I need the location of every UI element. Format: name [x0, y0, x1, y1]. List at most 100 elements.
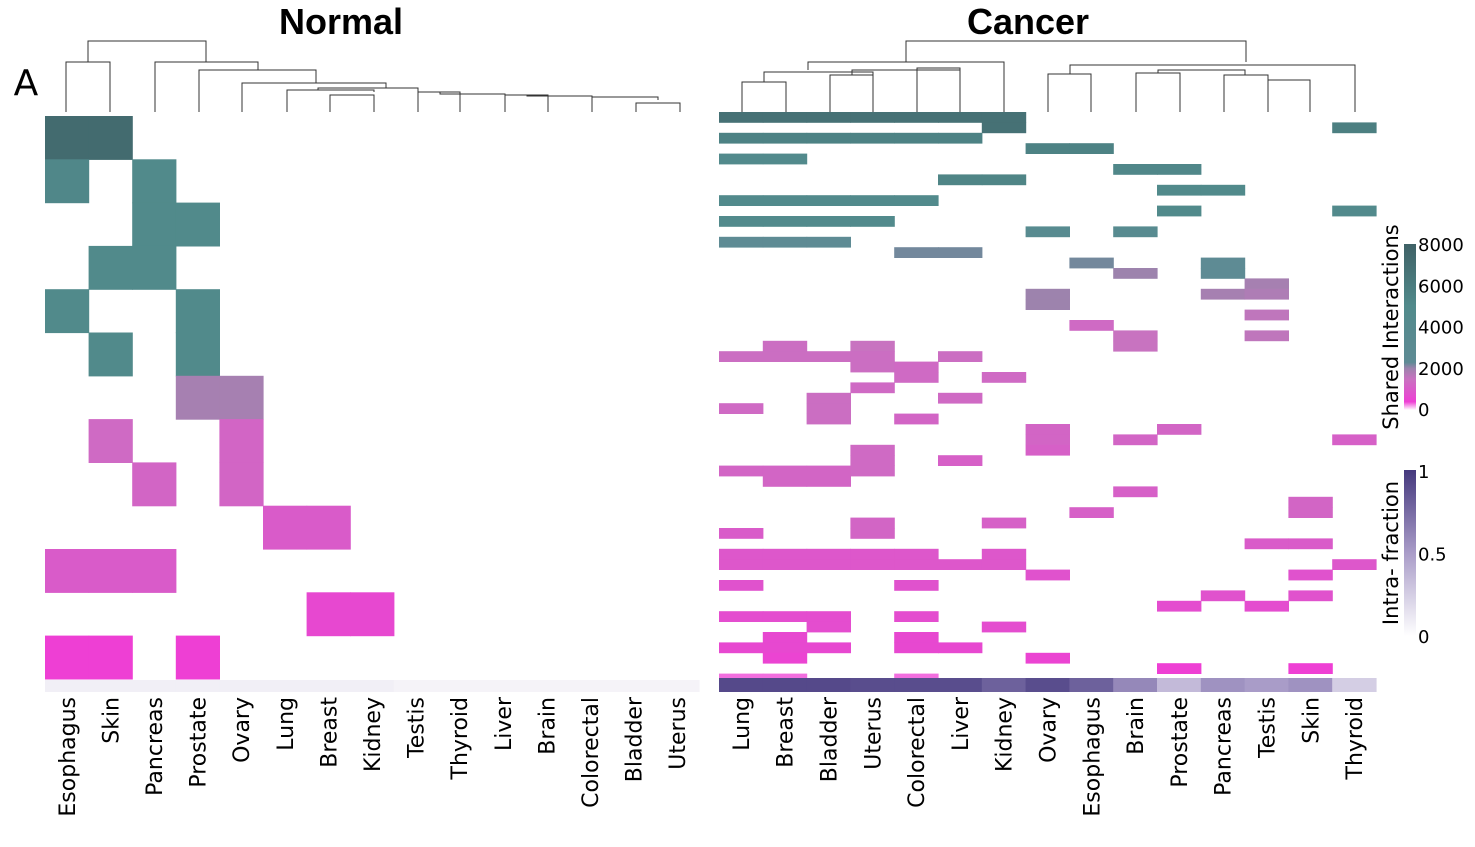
shared-colorbar-ticks: 8000 6000 4000 2000 0: [1418, 235, 1464, 421]
heatmap-cell: [1069, 257, 1114, 269]
shared-colorbar-label: Shared Interactions: [1379, 224, 1403, 429]
x-tick-label: Skin: [99, 697, 124, 744]
x-tick-label: Breast: [774, 697, 799, 768]
heatmap-cell: [894, 642, 939, 654]
heatmap-cell: [981, 621, 1027, 633]
heatmap-cell: [88, 332, 133, 377]
heatmap-cell: [219, 375, 264, 420]
intra-fraction-cell: [1288, 678, 1333, 692]
heatmap-cell: [1288, 569, 1333, 581]
cancer-title: Cancer: [967, 1, 1089, 42]
heatmap-cell: [894, 580, 939, 591]
x-tick-label: Brain: [1124, 697, 1149, 755]
x-tick-label: Thyroid: [1343, 697, 1368, 781]
intra-fraction-cell: [219, 680, 264, 692]
intra-fraction-cell: [719, 678, 764, 692]
heatmap-cell: [894, 195, 939, 206]
heatmap-cell: [1244, 288, 1289, 300]
heatmap-cell: [850, 132, 895, 144]
normal-dendrogram: [65, 40, 681, 112]
heatmap-cell: [762, 642, 808, 654]
heatmap-cell: [1332, 205, 1377, 217]
heatmap-cell: [1069, 507, 1114, 518]
normal-intra-fraction-bar: [45, 680, 700, 692]
heatmap-cell: [850, 517, 895, 529]
colorbar-tick-label: 4000: [1418, 318, 1464, 339]
intra-fraction-cell: [263, 680, 308, 692]
heatmap-cell: [762, 465, 808, 477]
heatmap-cell: [1332, 434, 1377, 446]
heatmap-cell: [762, 611, 808, 622]
x-tick-label: Testis: [405, 697, 430, 759]
heatmap-cell: [1288, 538, 1333, 550]
heatmap-cell: [306, 592, 351, 637]
heatmap-cell: [1113, 340, 1158, 352]
heatmap-cell: [1113, 164, 1158, 175]
heatmap-cell: [1025, 569, 1070, 581]
heatmap-cell: [719, 216, 764, 227]
heatmap-cell: [219, 462, 264, 507]
heatmap-cell: [762, 236, 808, 248]
x-tick-label: Esophagus: [1080, 697, 1105, 817]
heatmap-cell: [1157, 184, 1202, 196]
heatmap-cell: [894, 247, 939, 258]
heatmap-cell: [175, 375, 220, 420]
heatmap-cell: [850, 361, 895, 373]
heatmap-cell: [263, 505, 308, 550]
heatmap-cell: [850, 216, 895, 227]
heatmap-cell: [719, 611, 764, 622]
heatmap-cell: [850, 444, 895, 456]
intra-colorbar: [1404, 470, 1416, 636]
normal-x-tick-labels: Esophagus Skin Pancreas Prostate Ovary Lung Br…: [56, 696, 691, 817]
x-tick-label: Bladder: [623, 696, 648, 782]
heatmap-cell: [762, 340, 808, 352]
heatmap-cell: [850, 195, 895, 206]
heatmap-cell: [1113, 268, 1158, 279]
heatmap-cell: [175, 289, 220, 334]
heatmap-cell: [88, 419, 133, 463]
heatmap-cell: [1288, 663, 1333, 674]
heatmap-cell: [894, 548, 939, 560]
heatmap-cell: [719, 153, 764, 165]
colorbar-tick-label: 0: [1418, 400, 1429, 421]
heatmap-cell: [719, 559, 764, 570]
cancer-intra-fraction-bar: [719, 678, 1377, 692]
heatmap-cell: [938, 455, 983, 466]
x-tick-label: Prostate: [187, 697, 212, 788]
heatmap-cell: [938, 132, 983, 144]
heatmap-cell: [719, 236, 764, 248]
heatmap-cell: [894, 413, 939, 425]
heatmap-cell: [806, 112, 851, 123]
heatmap-cell: [719, 132, 764, 144]
x-tick-label: Pancreas: [143, 697, 168, 796]
heatmap-cell: [1244, 309, 1289, 321]
colorbar-tick-label: 6000: [1418, 276, 1464, 297]
heatmap-cell: [1332, 559, 1377, 570]
x-tick-label: Ovary: [230, 697, 255, 763]
heatmap-cell: [1025, 652, 1070, 664]
heatmap-cell: [806, 642, 851, 654]
intra-fraction-cell: [1244, 678, 1289, 692]
heatmap-cell: [88, 635, 133, 680]
heatmap-cell: [1200, 268, 1246, 279]
heatmap-cell: [938, 642, 983, 654]
heatmap-cell: [806, 476, 851, 487]
heatmap-cell: [1288, 496, 1333, 508]
heatmap-cell: [45, 289, 90, 334]
heatmap-cell: [719, 580, 764, 591]
heatmap-cell: [719, 465, 764, 477]
heatmap-cell: [806, 465, 851, 477]
normal-title: Normal: [279, 1, 403, 42]
heatmap-cell: [850, 465, 895, 477]
heatmap-cell: [719, 528, 764, 539]
intra-fraction-cell: [568, 680, 613, 692]
x-tick-label: Skin: [1299, 697, 1324, 744]
heatmap-cell: [1025, 424, 1070, 435]
intra-fraction-cell: [806, 678, 851, 692]
x-tick-label: Brain: [535, 697, 560, 755]
heatmap-cell: [938, 174, 983, 186]
heatmap-cell: [806, 216, 851, 227]
heatmap-cell: [806, 195, 851, 206]
heatmap-cell: [1157, 424, 1202, 435]
